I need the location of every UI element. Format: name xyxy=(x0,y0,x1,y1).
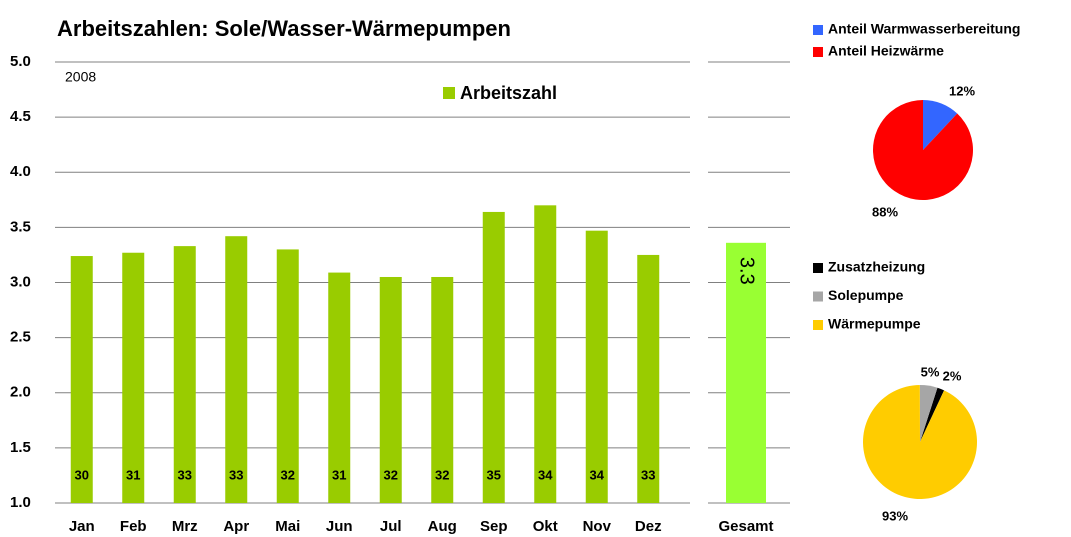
x-tick-label: Mrz xyxy=(172,518,198,535)
legend-swatch xyxy=(813,47,823,57)
bar xyxy=(431,276,454,503)
bar-annotation: 34 xyxy=(538,467,553,482)
x-tick-label: Dez xyxy=(635,518,662,535)
bar xyxy=(482,211,505,503)
chart-title: Arbeitszahlen: Sole/Wasser-Wärmepumpen xyxy=(57,16,511,41)
x-tick-label: Jun xyxy=(326,518,353,535)
y-tick-label: 3.5 xyxy=(10,218,31,235)
legend-swatch xyxy=(813,320,823,330)
bar xyxy=(276,249,299,503)
value-label: 2% xyxy=(943,368,962,383)
pie-slice xyxy=(923,100,958,150)
y-tick-label: 4.5 xyxy=(10,108,31,125)
bar xyxy=(328,272,351,503)
bar-annotation: 31 xyxy=(332,467,346,482)
x-tick-label: Apr xyxy=(223,518,249,535)
x-tick-label: Aug xyxy=(428,518,457,535)
bar-annotation: 33 xyxy=(178,467,192,482)
y-tick-label: 3.0 xyxy=(10,273,31,290)
legend-label: Anteil Heizwärme xyxy=(828,43,944,59)
legend-label: Arbeitszahl xyxy=(460,83,557,103)
value-label: 93% xyxy=(882,508,908,523)
value-label: 5% xyxy=(921,364,940,379)
bar xyxy=(70,256,93,503)
x-tick-label: Gesamt xyxy=(718,518,773,535)
legend-label: Anteil Warmwasserbereitung xyxy=(828,21,1020,37)
y-tick-label: 2.5 xyxy=(10,329,31,346)
bar-annotation: 32 xyxy=(281,467,295,482)
pie-slice xyxy=(863,385,978,499)
legend-swatch xyxy=(813,291,823,302)
bar xyxy=(173,246,196,503)
pie-slice xyxy=(919,385,938,442)
pie-slice xyxy=(920,387,945,442)
bar xyxy=(726,242,766,503)
legend-label: Solepumpe xyxy=(828,287,904,303)
value-label: 88% xyxy=(872,204,898,219)
bar-annotation: 30 xyxy=(75,467,89,482)
chart-subtitle: 2008 xyxy=(65,69,96,85)
x-tick-label: Jul xyxy=(380,518,402,535)
legend-swatch xyxy=(813,263,823,273)
legend-label: Zusatzheizung xyxy=(828,259,925,275)
legend-swatch xyxy=(813,25,823,35)
value-label: 3.3 xyxy=(736,257,758,285)
pie-slice xyxy=(872,100,973,200)
bar xyxy=(379,276,402,503)
bar-annotation: 35 xyxy=(487,467,501,482)
x-tick-label: Feb xyxy=(120,518,147,535)
y-tick-label: 1.0 xyxy=(10,494,31,511)
bar-annotation: 33 xyxy=(229,467,243,482)
bar-annotation: 32 xyxy=(435,467,449,482)
bar xyxy=(637,254,660,503)
x-tick-label: Nov xyxy=(583,518,612,535)
value-label: 12% xyxy=(949,83,975,98)
y-tick-label: 2.0 xyxy=(10,384,31,401)
legend-label: Wärmepumpe xyxy=(828,316,921,332)
bar xyxy=(225,236,248,503)
bar-annotation: 31 xyxy=(126,467,140,482)
x-tick-label: Okt xyxy=(533,518,558,535)
bar-annotation: 32 xyxy=(384,467,398,482)
y-tick-label: 4.0 xyxy=(10,163,31,180)
bar xyxy=(585,230,608,503)
bar xyxy=(534,205,557,503)
bar-annotation: 33 xyxy=(641,467,655,482)
bar xyxy=(122,252,145,503)
bar-annotation: 34 xyxy=(590,467,605,482)
y-tick-label: 5.0 xyxy=(10,53,31,70)
x-tick-label: Jan xyxy=(69,518,95,535)
x-tick-label: Mai xyxy=(275,518,300,535)
y-tick-label: 1.5 xyxy=(10,439,31,456)
x-tick-label: Sep xyxy=(480,518,508,535)
legend-swatch xyxy=(443,87,455,99)
